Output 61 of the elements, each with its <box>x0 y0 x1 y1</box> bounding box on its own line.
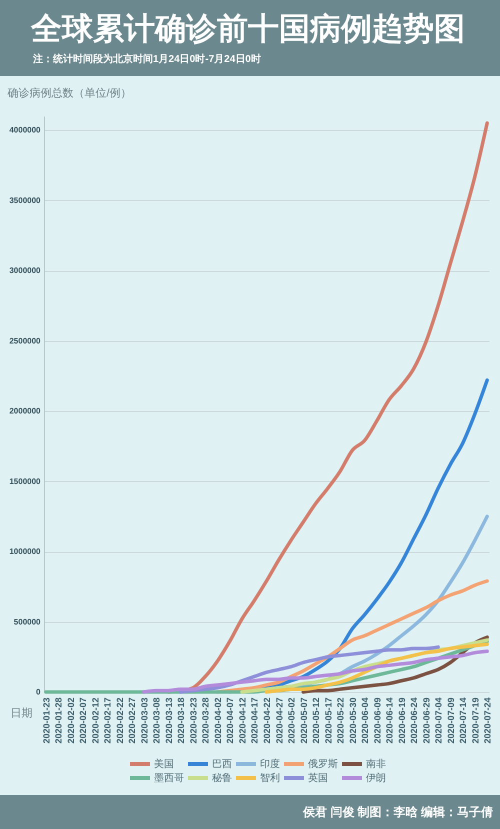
chart-subtitle: 注：统计时间段为北京时间1月24日0时-7月24日0时 <box>32 53 261 65</box>
x-tick-label: 2020-04-22 <box>262 698 272 744</box>
legend-label: 美国 <box>154 758 174 770</box>
text: 侯君 闫俊 制图：李晗 编辑：马子倩 <box>302 805 493 819</box>
y-tick-label: 4000000 <box>9 126 42 135</box>
y-tick-label: 500000 <box>14 617 42 626</box>
x-tick-label: 2020-04-27 <box>274 698 284 744</box>
legend-label: 南非 <box>366 758 386 770</box>
legend-label: 巴西 <box>212 759 232 770</box>
x-tick-label: 2020-07-24 <box>482 698 493 744</box>
x-tick-label: 2020-06-24 <box>409 698 420 744</box>
x-tick-label: 2020-05-17 <box>323 698 334 744</box>
x-tick-label: 2020-02-17 <box>102 698 113 744</box>
x-tick-label: 2020-06-19 <box>396 698 407 744</box>
x-tick-label: 2020-04-02 <box>212 698 223 744</box>
x-tick-label: 2020-05-07 <box>298 698 309 744</box>
x-tick-label: 2020-06-09 <box>372 698 382 744</box>
x-tick-label: 2020-05-02 <box>286 698 297 744</box>
y-tick-label: 1500000 <box>9 476 42 486</box>
x-tick-label: 2020-03-03 <box>139 698 150 744</box>
legend-label: 伊朗 <box>366 772 386 784</box>
x-tick-label: 2020-05-22 <box>336 698 346 744</box>
y-axis-title: 确诊病例总数（单位/例） <box>6 86 132 100</box>
legend-label: 墨西哥 <box>154 773 184 784</box>
chart-title: 全球累计确诊前十国病例趋势图 <box>30 11 465 46</box>
x-tick-label: 2020-06-04 <box>360 698 370 744</box>
x-tick-label: 2020-07-04 <box>434 698 444 744</box>
x-tick-label: 2020-06-29 <box>421 698 432 744</box>
x-tick-label: 2020-01-28 <box>54 698 64 744</box>
x-tick-label: 2020-07-14 <box>458 698 468 744</box>
x-tick-label: 2020-04-17 <box>250 698 260 744</box>
x-tick-label: 2020-03-23 <box>188 698 198 744</box>
x-tick-label: 2020-03-13 <box>164 698 174 744</box>
x-tick-label: 2020-02-07 <box>78 698 88 744</box>
y-tick-label: 2000000 <box>9 406 42 416</box>
x-tick-label: 2020-03-18 <box>176 698 186 744</box>
legend-label: 智利 <box>260 772 280 784</box>
x-tick-label: 2020-04-12 <box>237 698 248 744</box>
x-tick-label: 2020-05-30 <box>348 698 358 744</box>
y-tick-label: 0 <box>36 688 42 696</box>
y-tick-label: 3000000 <box>9 266 42 276</box>
x-tick-label: 2020-07-09 <box>446 698 456 744</box>
x-axis-title: 日期 <box>10 708 32 720</box>
x-tick-label: 2020-04-07 <box>225 698 236 744</box>
x-tick-label: 2020-05-12 <box>311 698 322 744</box>
x-tick-label: 2020-02-02 <box>66 698 76 744</box>
x-tick-label: 2020-03-08 <box>152 698 162 744</box>
x-tick-label: 2020-01-23 <box>41 698 52 744</box>
legend-label: 印度 <box>260 758 280 770</box>
x-tick-label: 2020-02-12 <box>90 698 100 744</box>
y-tick-label: 3500000 <box>9 196 42 205</box>
y-tick-label: 2500000 <box>9 336 42 346</box>
x-tick-label: 2020-07-19 <box>470 698 480 744</box>
x-tick-label: 2020-02-22 <box>114 698 125 744</box>
x-tick-label: 2020-03-28 <box>200 698 211 744</box>
y-tick-label: 1000000 <box>9 547 42 556</box>
x-tick-label: 2020-02-27 <box>127 698 138 744</box>
legend-label: 俄罗斯 <box>308 758 338 770</box>
legend-label: 秘鲁 <box>212 772 232 784</box>
x-tick-label: 2020-06-14 <box>384 698 395 744</box>
legend-label: 英国 <box>308 772 328 784</box>
